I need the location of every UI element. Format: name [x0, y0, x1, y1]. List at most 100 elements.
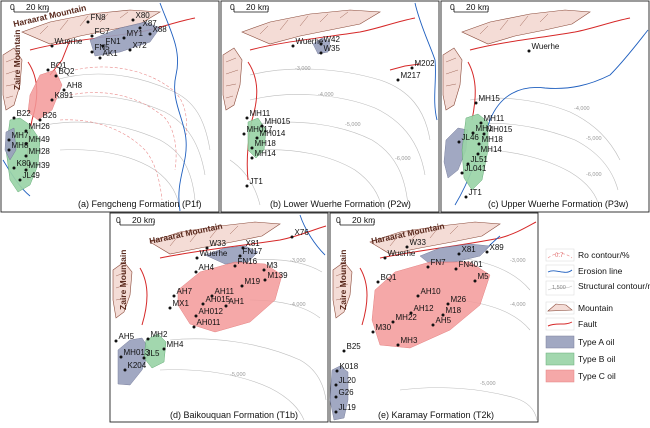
panel-e-zones [329, 243, 491, 421]
well-label: X72 [133, 41, 148, 50]
well-label: Wuerhe [55, 37, 83, 46]
well-label: AH12 [414, 304, 435, 313]
well-marker [114, 339, 118, 343]
well-label: FN8 [91, 13, 107, 22]
well-marker [334, 383, 338, 387]
svg-text:0: 0 [450, 2, 455, 12]
well-marker [138, 26, 142, 30]
well-marker [101, 44, 105, 48]
well-label: M3 [267, 261, 279, 270]
well-label: AH015 [206, 295, 231, 304]
well-label: BQ1 [51, 61, 68, 70]
panel-d: -3,000 -4,000 -5,000 W33 X81 X76 Wuerhe FN17… [109, 212, 329, 423]
well-marker [391, 320, 395, 324]
panel-b-erosion [414, 2, 438, 121]
svg-text:0: 0 [10, 2, 15, 12]
panel-d-erosion [299, 214, 326, 256]
well-marker [24, 154, 28, 158]
well-label: AH012 [199, 307, 224, 316]
well-marker [46, 68, 50, 72]
well-label: FN401 [459, 260, 484, 269]
well-marker [476, 152, 480, 156]
well-label: MH26 [29, 122, 51, 131]
well-marker [396, 343, 400, 347]
well-label: MH2 [151, 330, 168, 339]
panel-d-mountains [112, 221, 281, 319]
well-marker [128, 48, 132, 52]
svg-text:Structural contour/m: Structural contour/m [578, 281, 650, 291]
type-c-zone-d1 [177, 261, 283, 333]
panel-c-mountains [442, 9, 591, 111]
well-label: MH1 [476, 124, 493, 133]
well-label: B26 [43, 111, 58, 120]
well-label: M26 [451, 295, 467, 304]
well-marker [255, 136, 259, 140]
svg-text:-3,000: -3,000 [295, 66, 311, 72]
well-label: X80 [136, 11, 151, 20]
svg-text:20 km: 20 km [132, 215, 155, 225]
panel-e-caption: (e) Karamay Formation (T2k) [378, 410, 494, 420]
well-label: AH1 [229, 297, 245, 306]
legend-type-c-oil: Type C oil [545, 369, 616, 383]
well-marker [62, 88, 66, 92]
type-b-zone-c1 [461, 113, 489, 191]
well-label: Wuerhe [200, 249, 228, 258]
svg-text:-5,000: -5,000 [230, 372, 246, 378]
well-label: MH14 [255, 149, 277, 158]
well-marker [471, 131, 475, 135]
well-marker [262, 268, 266, 272]
well-label: K80 [17, 159, 32, 168]
well-marker [241, 246, 245, 250]
panel-b-mountains [222, 9, 381, 111]
well-marker [192, 325, 196, 329]
well-label: MH18 [255, 139, 277, 148]
well-marker [195, 256, 199, 260]
well-marker [334, 410, 338, 414]
well-marker [416, 294, 420, 298]
well-marker [146, 337, 150, 341]
panel-d-faults [139, 225, 327, 326]
well-marker [18, 178, 22, 182]
well-label: FN17 [243, 247, 263, 256]
well-marker [119, 355, 123, 359]
panel-a-mountains [2, 9, 161, 111]
well-marker [473, 279, 477, 283]
panel-d-caption: (d) Baikouquan Formation (T1b) [170, 410, 298, 420]
well-label: MH18 [482, 135, 504, 144]
type-a-zone-c1 [443, 127, 469, 179]
svg-text:-6,000: -6,000 [395, 156, 411, 162]
well-label: MH15 [479, 94, 501, 103]
panel-d-scale: 0 20 km [116, 215, 155, 226]
panel-c-contours [469, 97, 621, 211]
svg-text:Type A oil: Type A oil [578, 337, 614, 347]
well-marker [90, 34, 94, 38]
svg-text:20 km: 20 km [466, 2, 489, 12]
well-label: AH11 [215, 287, 235, 296]
panel-c-caption: (c) Upper Wuerhe Formation (P3w) [488, 199, 628, 209]
well-label: M139 [268, 271, 289, 280]
well-label: FN1 [106, 37, 122, 46]
type-a-zone-e2 [329, 365, 349, 421]
well-marker [142, 356, 146, 360]
svg-text:Mountain: Mountain [578, 303, 613, 313]
well-marker [426, 265, 430, 269]
well-label: G26 [339, 388, 355, 397]
well-marker [210, 294, 214, 298]
well-label: MH014 [260, 129, 286, 138]
scale-label: 20 km [26, 2, 49, 12]
well-label: AH8 [67, 81, 83, 90]
well-marker [291, 44, 295, 48]
panel-b: -3,000 -4,000 -5,000 -6,000 Wuerhe W42W35… [220, 0, 440, 213]
well-label: M217 [401, 71, 422, 80]
well-label: JL5 [147, 349, 160, 358]
well-marker [477, 142, 481, 146]
well-marker [457, 140, 461, 144]
well-marker [342, 349, 346, 353]
well-label: MH11 [250, 109, 271, 118]
well-marker [263, 278, 267, 282]
legend-type-a-oil: Type A oil [545, 335, 614, 349]
well-marker [396, 78, 400, 82]
well-marker [38, 118, 42, 122]
legend-erosion-line: Erosion line [545, 264, 623, 278]
panel-a-contours [44, 66, 211, 211]
